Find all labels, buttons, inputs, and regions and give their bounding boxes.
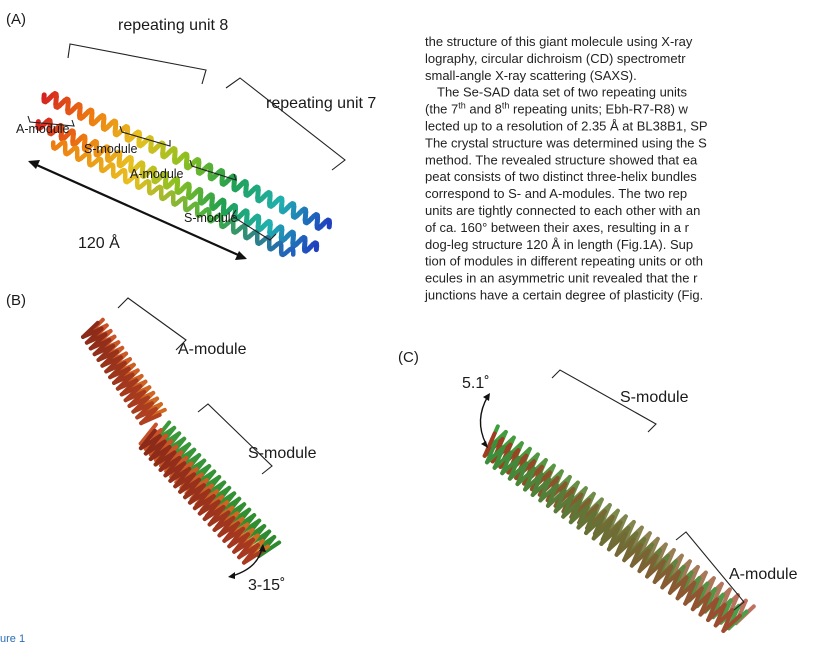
text: (the 7	[425, 102, 458, 117]
text-line: correspond to S- and A-modules. The two …	[425, 186, 687, 201]
unit-label: repeating unit 8	[118, 17, 228, 34]
module-label: A-module	[16, 122, 70, 136]
module-label: S-module	[184, 211, 238, 225]
text-line: The crystal structure was determined usi…	[425, 135, 707, 150]
figure: (A) repeating unit 8 repeating unit 7 A-…	[0, 0, 814, 646]
module-label: A-module	[130, 167, 184, 181]
panel-label: (C)	[398, 349, 419, 366]
module-label: A-module	[729, 566, 798, 583]
text-line: of ca. 160° between their axes, resultin…	[425, 220, 690, 235]
module-label: S-module	[248, 445, 317, 462]
superscript: th	[458, 101, 466, 111]
text-line: lography, circular dichroism (CD) spectr…	[425, 51, 686, 66]
text-line: tion of modules in different repeating u…	[425, 254, 703, 269]
text: repeating units; Ebh-R7-R8) w	[509, 102, 688, 117]
text-line: (the 7th and 8th repeating units; Ebh-R7…	[425, 101, 689, 117]
module-label: S-module	[620, 389, 689, 406]
text-line: method. The revealed structure showed th…	[425, 152, 698, 167]
page: {"panel_a": {"label": "(A)", "unit8": "r…	[0, 0, 814, 646]
bracket	[68, 44, 206, 84]
text: and 8	[466, 102, 502, 117]
body-text: the structure of this giant molecule usi…	[424, 34, 708, 303]
panel-label: (B)	[6, 292, 26, 309]
superscript: th	[502, 101, 510, 111]
text-line: junctions have a certain degree of plast…	[424, 288, 703, 303]
length-label: 120 Å	[78, 233, 120, 252]
module-label: S-module	[84, 142, 138, 156]
text-line: small-angle X-ray scattering (SAXS).	[425, 68, 637, 83]
text-line: lected up to a resolution of 2.35 Å at B…	[425, 119, 708, 134]
bracket	[118, 298, 186, 350]
angle-label: 5.1˚	[462, 375, 490, 392]
angle-label: 3-15˚	[248, 577, 285, 594]
text-line: The Se-SAD data set of two repeating uni…	[437, 85, 688, 100]
text-line: the structure of this giant molecule usi…	[425, 34, 693, 49]
text-line: dog-leg structure 120 Å in length (Fig.1…	[425, 237, 693, 252]
text-line: units are tightly connected to each othe…	[425, 203, 700, 218]
unit-label: repeating unit 7	[266, 95, 376, 112]
module-label: A-module	[178, 341, 247, 358]
bracket	[226, 78, 345, 170]
text-line: ecules in an asymmetric unit revealed th…	[425, 271, 698, 286]
panel-label: (A)	[6, 11, 26, 28]
caption: ure 1	[0, 633, 25, 645]
bracket	[198, 404, 272, 474]
text-line: peat consists of two distinct three-heli…	[425, 169, 697, 184]
rotation-arrow	[480, 396, 488, 444]
